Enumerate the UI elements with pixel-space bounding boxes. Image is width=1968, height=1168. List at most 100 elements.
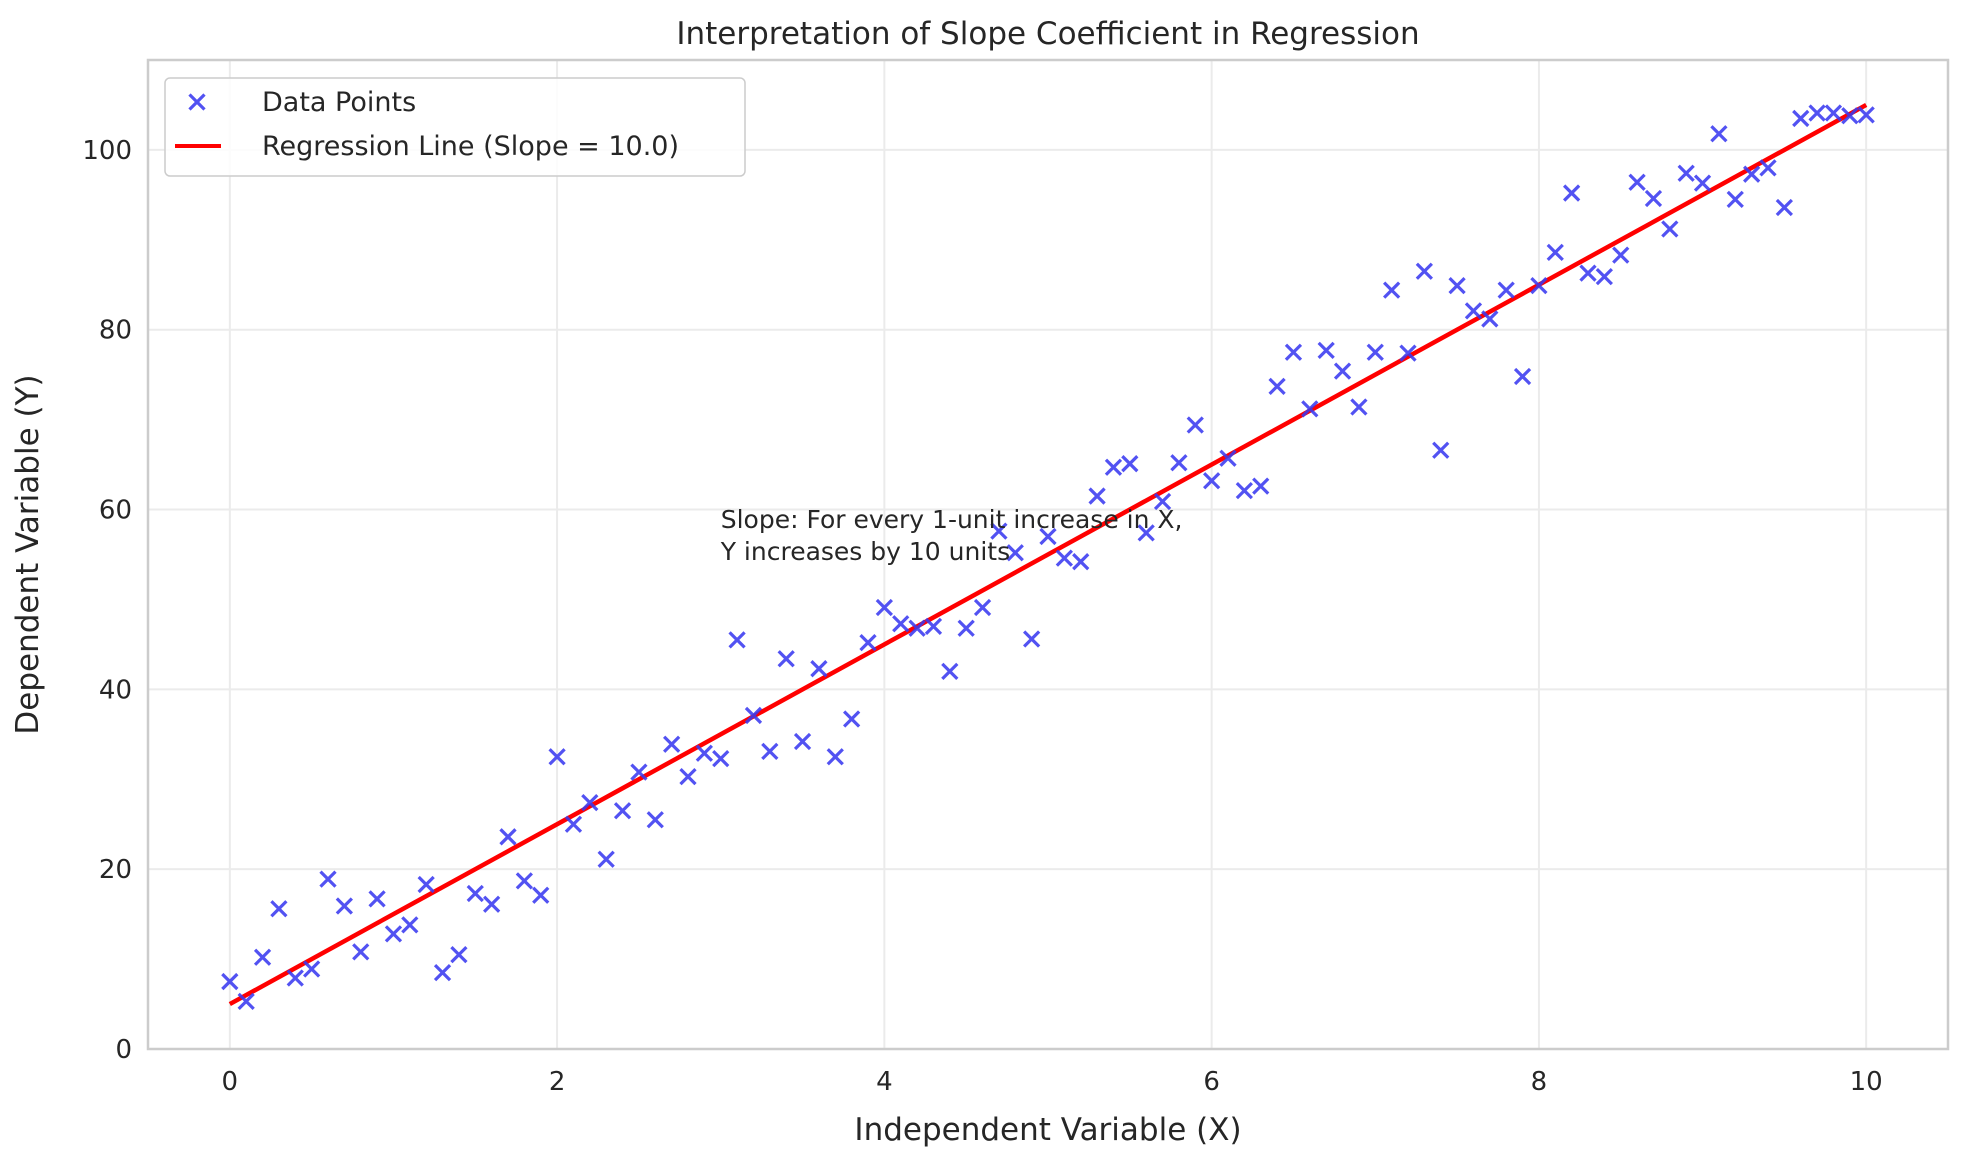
data-point [630, 763, 648, 781]
data-point [1595, 268, 1613, 286]
data-point [1677, 164, 1695, 182]
data-point [1546, 243, 1564, 262]
data-point [1579, 264, 1597, 282]
data-point [1055, 549, 1073, 567]
y-tick-label: 100 [82, 136, 132, 166]
data-point [761, 742, 779, 761]
data-point [679, 767, 697, 786]
data-point [286, 969, 304, 987]
data-point [1350, 398, 1368, 416]
data-point [1513, 367, 1532, 386]
data-point [1219, 449, 1237, 467]
data-point [1497, 281, 1515, 299]
data-point [532, 886, 550, 904]
y-tick-label: 80 [99, 316, 132, 346]
data-point [1857, 106, 1875, 124]
data-point [253, 948, 272, 966]
data-point [1432, 441, 1450, 459]
data-point [1530, 277, 1548, 295]
data-point [1186, 416, 1204, 434]
data-point [335, 897, 353, 915]
data-point [957, 619, 975, 637]
data-point [352, 943, 370, 961]
data-point [384, 925, 403, 943]
data-point [1563, 184, 1581, 202]
data-point [1693, 174, 1712, 192]
data-point [433, 963, 452, 982]
regression-line [228, 102, 1868, 1007]
legend-label-regression-line: Regression Line (Slope = 10.0) [262, 131, 679, 162]
data-point [1399, 344, 1417, 362]
data-point [1023, 630, 1041, 648]
data-point [1792, 109, 1810, 128]
x-axis-title: Independent Variable (X) [854, 1112, 1241, 1148]
data-point [941, 662, 959, 681]
data-point [368, 890, 386, 908]
x-tick-label: 2 [549, 1067, 566, 1097]
y-tick-label: 20 [99, 855, 132, 885]
data-point [1284, 343, 1303, 361]
data-point [1104, 458, 1123, 476]
data-point [237, 992, 255, 1010]
chart-title: Interpretation of Slope Coefficient in R… [676, 16, 1419, 52]
data-point [303, 960, 321, 978]
data-point [1137, 524, 1155, 542]
legend: Data Points Regression Line (Slope = 10.… [164, 77, 746, 177]
annotation-layer: Slope: For every 1-unit increase in X, Y… [720, 505, 1183, 566]
data-point [581, 794, 599, 812]
data-point [1006, 544, 1024, 562]
data-point [1039, 527, 1057, 546]
data-point [777, 650, 795, 668]
data-point [613, 802, 632, 820]
data-point [663, 735, 681, 753]
y-axis-title: Dependent Variable (Y) [10, 374, 46, 734]
data-point [417, 875, 435, 894]
data-point [1268, 377, 1286, 396]
data-point [875, 598, 893, 617]
y-tick-label: 60 [99, 496, 132, 526]
data-point [1726, 190, 1744, 208]
data-point [597, 850, 615, 868]
data-point [892, 615, 910, 633]
x-tick-label: 10 [1850, 1067, 1883, 1097]
x-tick-label: 4 [876, 1067, 893, 1097]
data-point [1301, 400, 1319, 418]
data-point [1628, 173, 1646, 191]
data-point [990, 522, 1008, 540]
data-point [1448, 277, 1466, 295]
data-point [1121, 455, 1139, 473]
data-point [319, 870, 337, 888]
data-point [548, 748, 566, 766]
data-point [1464, 302, 1483, 320]
data-point [515, 872, 533, 890]
x-tick-label: 6 [1203, 1067, 1220, 1097]
data-point [1153, 492, 1172, 511]
data-point [1317, 341, 1335, 360]
data-points-layer [221, 104, 1875, 1010]
data-point [1366, 343, 1384, 361]
x-tick-label: 8 [1531, 1067, 1548, 1097]
data-point [859, 633, 877, 652]
data-point [712, 749, 730, 768]
data-point [843, 710, 861, 728]
data-point [1072, 553, 1090, 571]
legend-label-data-points: Data Points [262, 87, 416, 118]
y-tick-label: 40 [99, 675, 132, 705]
data-point [1710, 125, 1728, 143]
data-point [1612, 246, 1630, 264]
data-point [1759, 159, 1777, 177]
data-point [728, 631, 746, 649]
data-point [646, 811, 664, 829]
data-point [1252, 477, 1270, 495]
data-point [1808, 104, 1826, 122]
data-point [483, 895, 501, 913]
data-point [1824, 104, 1843, 122]
legend-box [164, 77, 746, 177]
data-point [744, 706, 763, 725]
y-tick-label: 0 [115, 1035, 132, 1065]
data-point [1235, 482, 1253, 500]
data-point [1203, 472, 1221, 490]
data-point [1644, 189, 1663, 208]
data-point [908, 619, 926, 637]
